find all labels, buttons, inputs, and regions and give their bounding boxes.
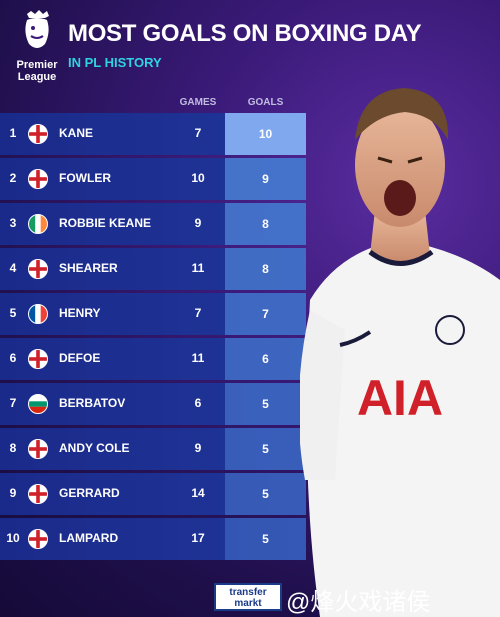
games-count: 7 bbox=[194, 126, 202, 140]
column-header-games: GAMES bbox=[179, 97, 217, 108]
rank-number: 3 bbox=[9, 216, 17, 230]
flag-england-icon bbox=[28, 529, 48, 549]
flag-england-icon bbox=[28, 439, 48, 459]
page-subtitle: IN PL HISTORY bbox=[68, 55, 162, 70]
flag-england-icon bbox=[28, 124, 48, 144]
watermark: @烽火戏诸侯 bbox=[286, 589, 431, 616]
player-name: ANDY COLE bbox=[59, 441, 130, 455]
rank-number: 4 bbox=[9, 261, 17, 275]
player-name: ROBBIE KEANE bbox=[59, 216, 152, 230]
flag-england-icon bbox=[28, 349, 48, 369]
goals-count: 5 bbox=[225, 473, 306, 515]
games-count: 11 bbox=[191, 351, 205, 365]
goals-count: 10 bbox=[225, 113, 306, 155]
table-row: 4 SHEARER 11 8 bbox=[0, 248, 306, 290]
logo-text-premier: Premier bbox=[16, 59, 58, 71]
premier-league-logo: Premier League bbox=[12, 10, 62, 83]
games-count: 6 bbox=[194, 396, 202, 410]
goals-count: 5 bbox=[225, 383, 306, 425]
goals-count: 9 bbox=[225, 158, 306, 200]
player-name: DEFOE bbox=[59, 351, 101, 365]
table-row: 3 ROBBIE KEANE 9 8 bbox=[0, 203, 306, 245]
games-count: 17 bbox=[191, 531, 205, 545]
flag-france-icon bbox=[28, 304, 48, 324]
table-row: 6 DEFOE 11 6 bbox=[0, 338, 306, 380]
rank-number: 2 bbox=[9, 171, 17, 185]
rank-number: 8 bbox=[9, 441, 17, 455]
player-name: FOWLER bbox=[59, 171, 111, 185]
table-row: 1 KANE 7 10 bbox=[0, 113, 306, 155]
flag-england-icon bbox=[28, 259, 48, 279]
credit-line1: transfer bbox=[229, 587, 267, 598]
games-count: 9 bbox=[194, 441, 202, 455]
games-count: 9 bbox=[194, 216, 202, 230]
credit-line2: markt bbox=[234, 598, 262, 609]
rank-number: 7 bbox=[9, 396, 17, 410]
player-photo: AIA bbox=[300, 88, 500, 617]
games-count: 14 bbox=[191, 486, 205, 500]
goals-count: 8 bbox=[225, 203, 306, 245]
goals-count: 5 bbox=[225, 518, 306, 560]
games-count: 10 bbox=[191, 171, 205, 185]
flag-bulgaria-icon bbox=[28, 394, 48, 414]
flag-ireland-icon bbox=[28, 214, 48, 234]
transfermarkt-logo: transfer markt bbox=[214, 583, 282, 611]
player-name: HENRY bbox=[59, 306, 101, 320]
goals-count: 7 bbox=[225, 293, 306, 335]
player-name: BERBATOV bbox=[59, 396, 126, 410]
table-row: 2 FOWLER 10 9 bbox=[0, 158, 306, 200]
player-name: GERRARD bbox=[59, 486, 120, 500]
player-name: SHEARER bbox=[59, 261, 118, 275]
player-name: LAMPARD bbox=[59, 531, 119, 545]
table-row: 10 LAMPARD 17 5 bbox=[0, 518, 306, 560]
table-row: 9 GERRARD 14 5 bbox=[0, 473, 306, 515]
shirt-sponsor: AIA bbox=[357, 370, 443, 426]
flag-england-icon bbox=[28, 169, 48, 189]
games-count: 11 bbox=[191, 261, 205, 275]
rank-number: 1 bbox=[9, 126, 17, 140]
goals-count: 6 bbox=[225, 338, 306, 380]
goals-count: 5 bbox=[225, 428, 306, 470]
rank-number: 10 bbox=[6, 531, 20, 545]
flag-england-icon bbox=[28, 484, 48, 504]
goals-count: 8 bbox=[225, 248, 306, 290]
logo-text-league: League bbox=[17, 71, 57, 83]
rank-number: 9 bbox=[9, 486, 17, 500]
rank-number: 6 bbox=[9, 351, 17, 365]
player-name: KANE bbox=[59, 126, 94, 140]
table-row: 5 HENRY 7 7 bbox=[0, 293, 306, 335]
lion-icon bbox=[25, 10, 49, 48]
rank-number: 5 bbox=[9, 306, 17, 320]
table-row: 8 ANDY COLE 9 5 bbox=[0, 428, 306, 470]
table-row: 7 BERBATOV 6 5 bbox=[0, 383, 306, 425]
page-title: MOST GOALS ON BOXING DAY bbox=[68, 20, 422, 47]
games-count: 7 bbox=[194, 306, 202, 320]
column-header-goals: GOALS bbox=[247, 97, 284, 108]
